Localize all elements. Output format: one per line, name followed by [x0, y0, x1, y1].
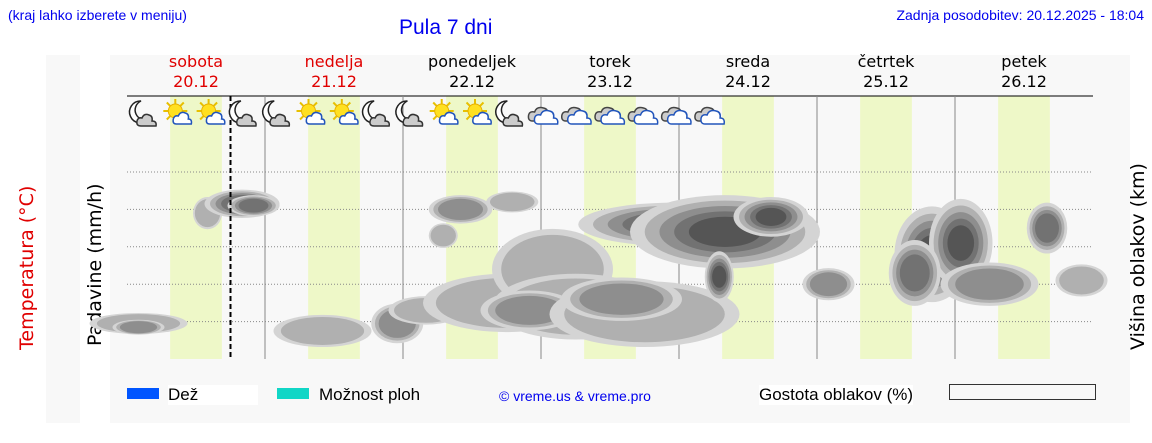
cloud-density-area [899, 254, 930, 292]
cloudy-icon [527, 106, 559, 125]
day-date: 26.12 [1001, 72, 1047, 91]
day-name: ponedeljek [428, 52, 516, 71]
sun-cloud-icon [463, 99, 492, 125]
cloudy-icon [627, 106, 659, 125]
copyright-link[interactable]: © vreme.us & vreme.pro [499, 388, 651, 404]
day-name: sreda [725, 52, 771, 71]
cloud-density-area [119, 321, 158, 334]
legend-storm-label: Možnost ploh [319, 385, 421, 404]
cloudy-icon [660, 106, 692, 125]
night-cloudy-icon [228, 100, 257, 127]
cloud-density-scale [949, 384, 1096, 400]
sun-cloud-icon [329, 99, 359, 125]
day-date: 20.12 [173, 72, 219, 91]
cloud-density-area [755, 207, 787, 226]
day-date: 21.12 [311, 72, 357, 91]
cloud-density-area [430, 224, 456, 247]
sun-cloud-icon [296, 99, 326, 125]
night-cloudy-icon [361, 100, 391, 127]
day-date: 25.12 [863, 72, 909, 91]
night-cloudy-icon [128, 100, 157, 127]
location-hint: (kraj lahko izberete v meniju) [8, 7, 187, 23]
cloud-density-area [579, 283, 664, 315]
cloud-density-area [280, 316, 365, 345]
day-name: nedelja [304, 52, 364, 71]
legend-rain-swatch [127, 388, 159, 399]
legend-storm-swatch [277, 388, 309, 399]
sun-cloud-icon [163, 99, 193, 125]
cloud-density-area [955, 268, 1024, 300]
night-cloudy-icon [395, 100, 424, 127]
sun-cloud-icon [196, 99, 226, 125]
temp-axis-panel [46, 55, 80, 423]
cloud-density-area [437, 198, 484, 221]
cloudy-icon [560, 106, 592, 125]
cloudy-drizzle-icon [694, 106, 726, 125]
cloud-density-label: Gostota oblakov (%) [759, 385, 914, 405]
cloud-density-area [947, 225, 975, 261]
day-date: 23.12 [587, 72, 633, 91]
cloud-density-area [238, 198, 269, 213]
day-name: petek [1001, 52, 1047, 71]
last-updated: Zadnja posodobitev: 20.12.2025 - 18:04 [896, 7, 1144, 23]
cloud-density-area [712, 265, 727, 288]
cloudy-icon [594, 106, 626, 125]
day-name: sobota [168, 52, 224, 71]
cloud-density-area [495, 295, 564, 325]
sun-cloud-icon [429, 99, 459, 125]
night-cloudy-icon [261, 100, 291, 127]
cloud-density-area [489, 192, 535, 212]
cloud-density-area [1035, 213, 1059, 243]
cloud-density-area [809, 272, 848, 297]
day-date: 22.12 [449, 72, 495, 91]
day-name: četrtek [857, 52, 915, 71]
cloud-density-area [1059, 266, 1104, 295]
page-title: Pula 7 dni [399, 16, 493, 39]
night-cloudy-icon [495, 100, 524, 127]
day-name: torek [589, 52, 631, 71]
day-date: 24.12 [725, 72, 771, 91]
legend-rain-label: Dež [168, 385, 258, 405]
